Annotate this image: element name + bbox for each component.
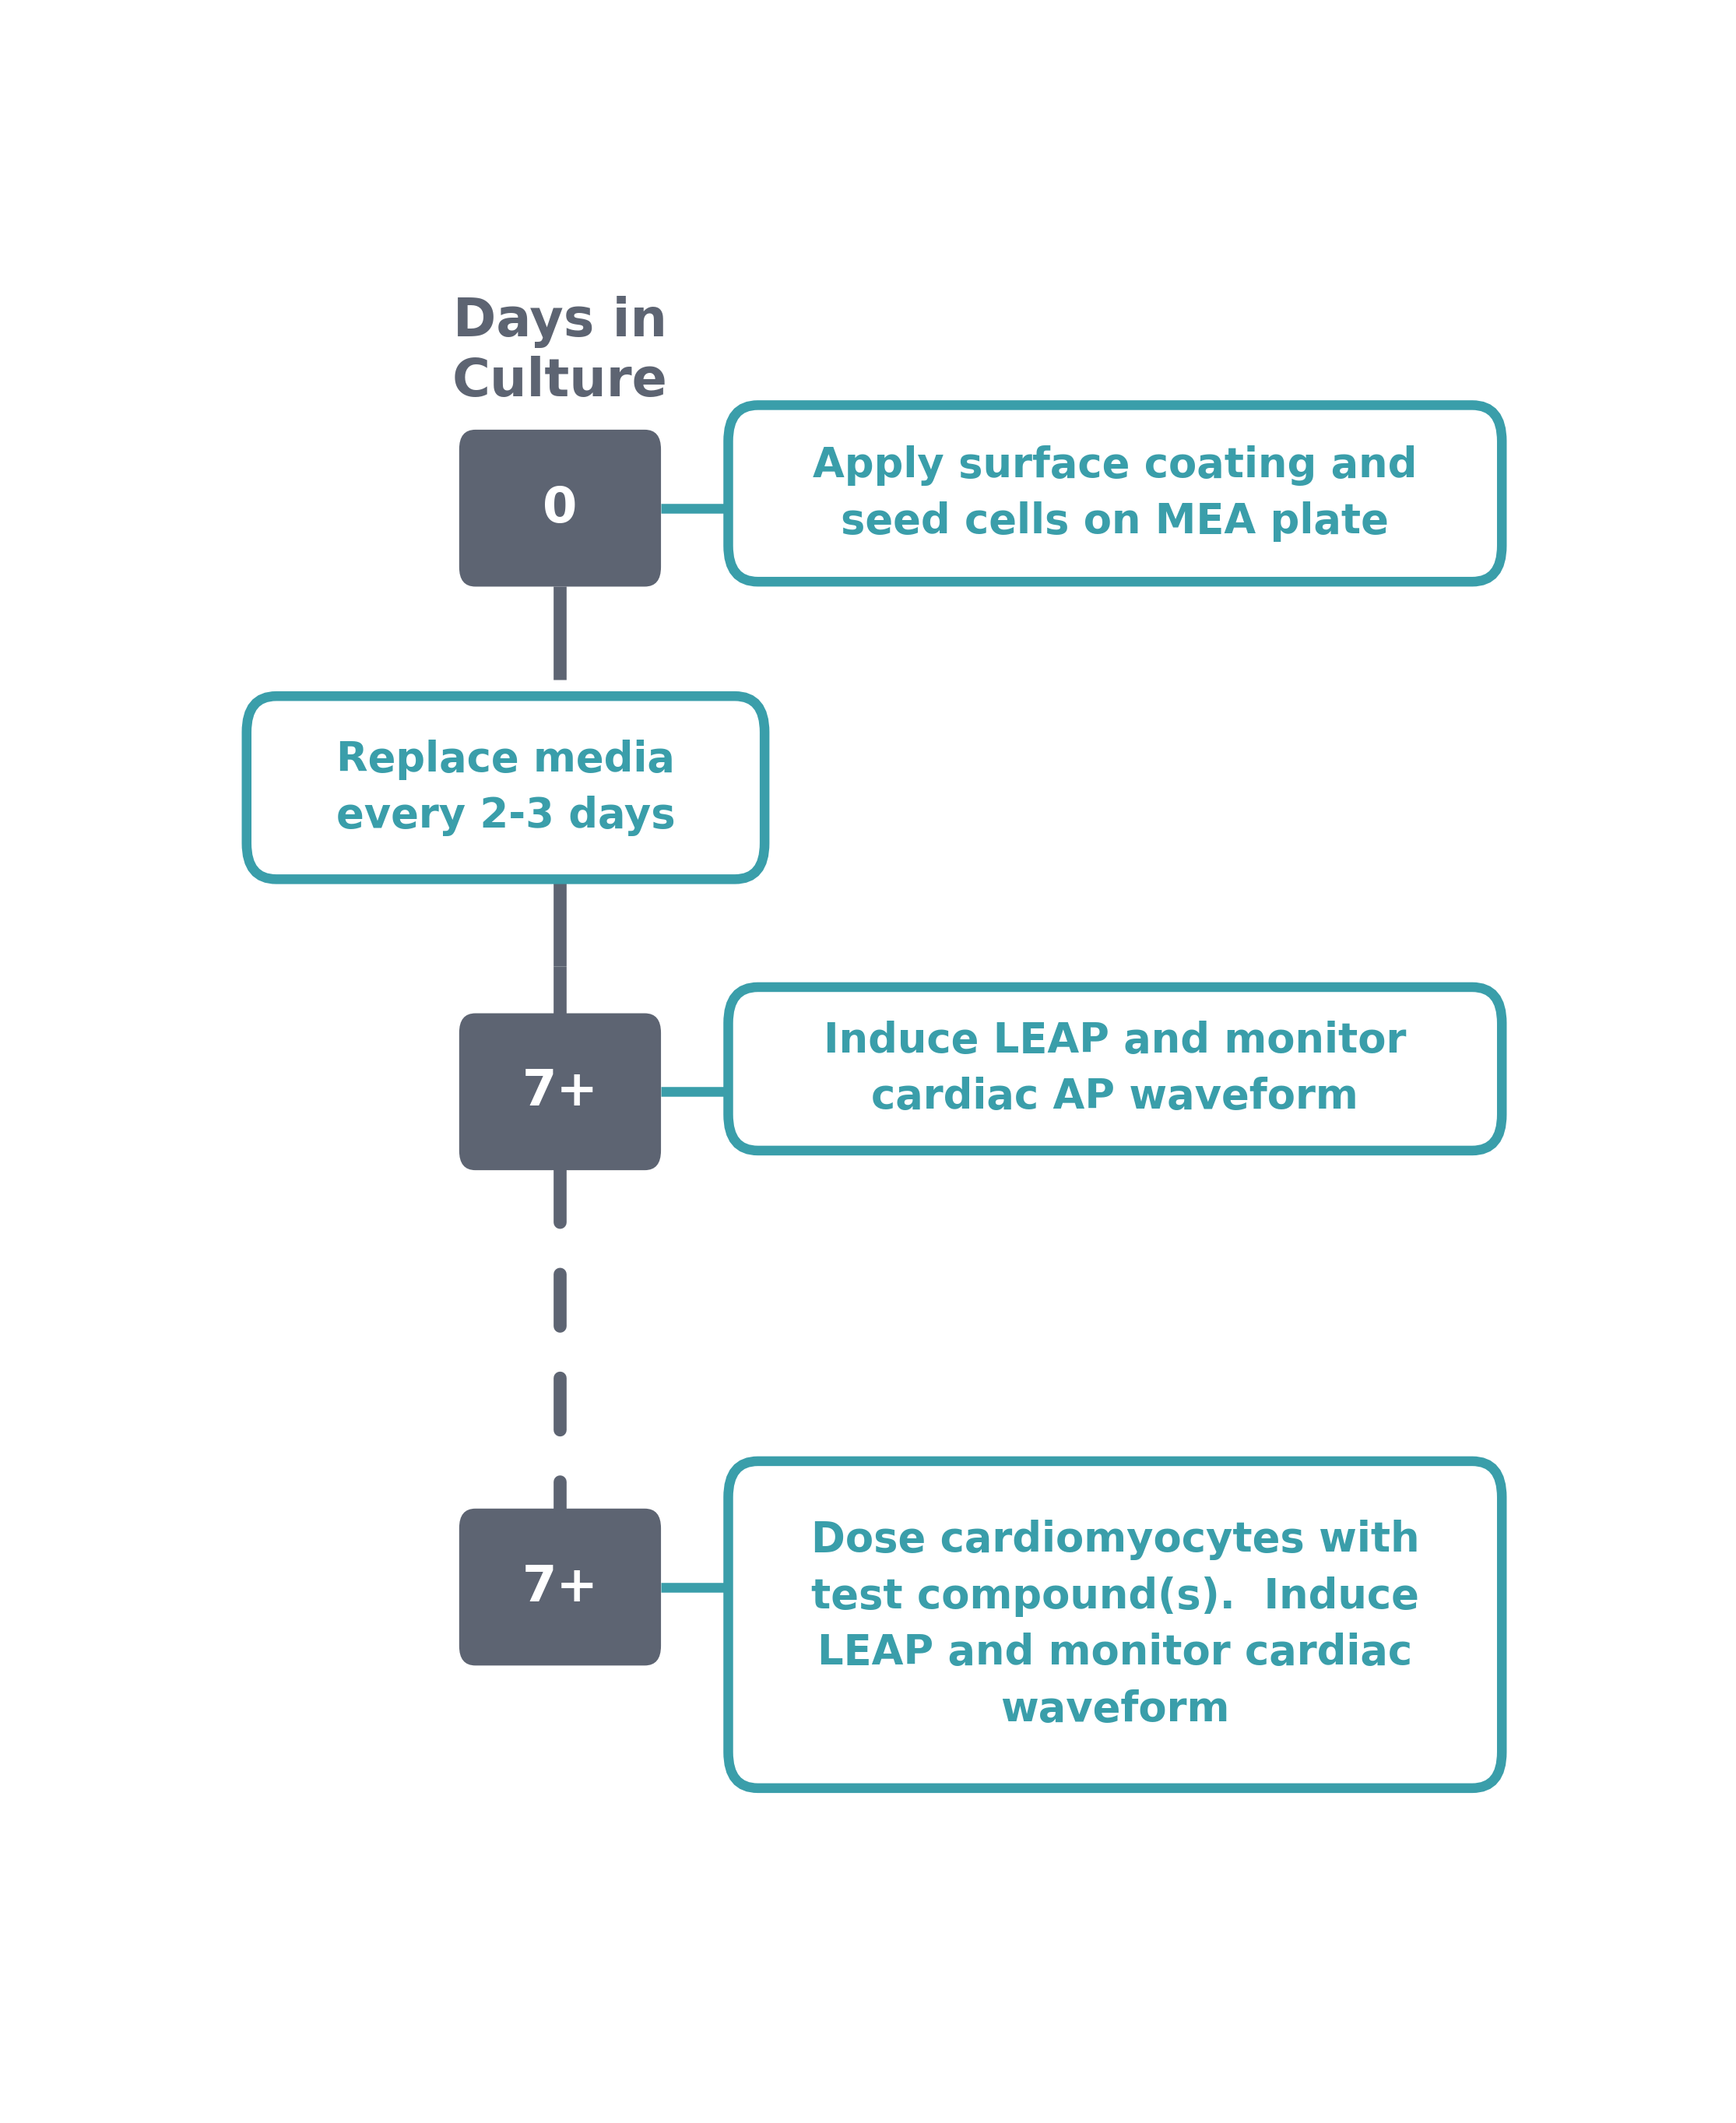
FancyBboxPatch shape <box>458 1013 661 1170</box>
Text: Dose cardiomyocytes with
test compound(s).  Induce
LEAP and monitor cardiac
wave: Dose cardiomyocytes with test compound(s… <box>811 1520 1420 1730</box>
FancyBboxPatch shape <box>729 1461 1502 1788</box>
Text: Days in
Culture: Days in Culture <box>453 295 668 408</box>
FancyBboxPatch shape <box>247 696 764 879</box>
Text: 7+: 7+ <box>523 1068 599 1117</box>
FancyBboxPatch shape <box>458 429 661 586</box>
Text: Replace media
every 2-3 days: Replace media every 2-3 days <box>337 739 675 836</box>
FancyBboxPatch shape <box>729 405 1502 582</box>
Text: 0: 0 <box>543 484 578 533</box>
Text: Induce LEAP and monitor
cardiac AP waveform: Induce LEAP and monitor cardiac AP wavef… <box>825 1021 1406 1117</box>
FancyBboxPatch shape <box>458 1509 661 1667</box>
Text: Apply surface coating and
seed cells on MEA plate: Apply surface coating and seed cells on … <box>812 446 1417 541</box>
FancyBboxPatch shape <box>729 987 1502 1151</box>
Text: 7+: 7+ <box>523 1563 599 1611</box>
